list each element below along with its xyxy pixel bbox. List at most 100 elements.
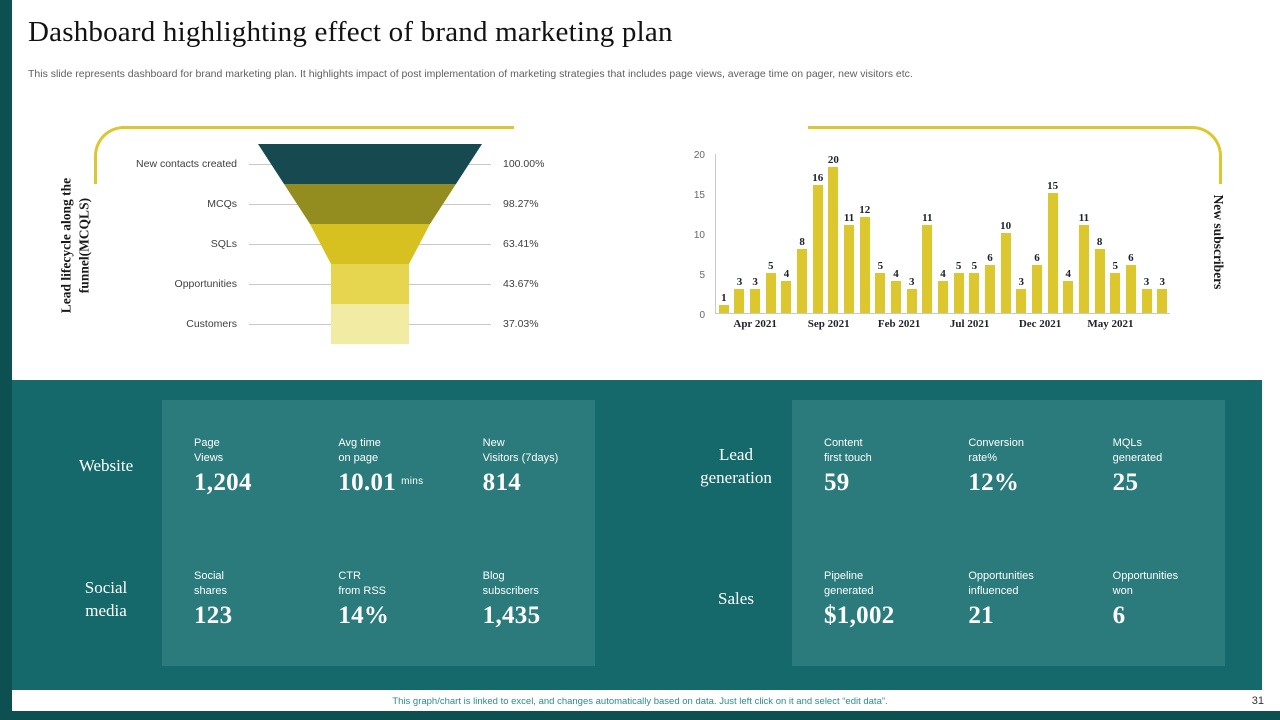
funnel-stage: Customers 37.03% bbox=[125, 304, 561, 344]
bar-value-label: 10 bbox=[1000, 220, 1012, 232]
funnel-stage: MCQs 98.27% bbox=[125, 184, 561, 224]
bar-value-label: 1 bbox=[721, 292, 727, 304]
kpi-card: Social shares 123 bbox=[162, 569, 306, 631]
funnel-stage: New contacts created 100.00% bbox=[125, 144, 561, 184]
bar-value-label: 3 bbox=[1143, 276, 1150, 288]
bottom-accent-bar bbox=[0, 711, 1280, 720]
kpi-card: Blog subscribers 1,435 bbox=[451, 569, 595, 631]
bar-value-label: 3 bbox=[736, 276, 743, 288]
bar-group: 11 bbox=[841, 154, 857, 313]
x-axis: Apr 2021 Sep 2021 Feb 2021 Jul 2021 Dec 2021… bbox=[716, 154, 1170, 330]
y-tick-label: 15 bbox=[693, 190, 705, 201]
bar bbox=[984, 265, 995, 313]
bar bbox=[750, 289, 761, 313]
kpi-box: Page Views 1,204 Avg time on page 10.01 mins… bbox=[162, 400, 595, 666]
funnel-stage: Opportunities 43.67% bbox=[125, 264, 561, 304]
bar bbox=[891, 281, 902, 313]
bar bbox=[765, 273, 776, 313]
funnel-chart[interactable]: Lead lifecycle along the funnel(MCQLS) N… bbox=[58, 128, 630, 368]
bar-group: 4 bbox=[935, 154, 951, 313]
bar-value-label: 12 bbox=[859, 204, 871, 216]
bar-group: 3 bbox=[904, 154, 920, 313]
funnel-segment-shape bbox=[310, 224, 430, 264]
charts-panel: Lead lifecycle along the funnel(MCQLS) N… bbox=[30, 98, 1252, 376]
bar-chart[interactable]: 0 5 10 15 20 1 3 3 5 4 8 16 20 11 12 5 4 3 11 4 5 5 6 10 3 6 15 4 1… bbox=[675, 124, 1235, 364]
kpi-box: Content first touch 59 Conversion rate% 12%… bbox=[792, 400, 1225, 666]
bar-group: 5 bbox=[873, 154, 889, 313]
bar bbox=[828, 167, 839, 313]
kpi-label: Page Views bbox=[194, 436, 224, 464]
kpi-label: Conversion rate% bbox=[968, 436, 1024, 464]
bar bbox=[1110, 273, 1121, 313]
bar bbox=[922, 225, 933, 313]
bar-axis-title: New subscribers bbox=[1211, 194, 1226, 290]
bar-value-label: 3 bbox=[908, 276, 915, 288]
bar-value-label: 3 bbox=[1018, 276, 1025, 288]
bar-group: 3 bbox=[1013, 154, 1029, 313]
kpi-card: Avg time on page 10.01 mins bbox=[306, 436, 450, 498]
bar-group: 5 bbox=[763, 154, 779, 313]
bar-value-label: 11 bbox=[1078, 212, 1090, 224]
funnel-stage-value: 100.00% bbox=[495, 158, 561, 170]
bar-group: 4 bbox=[888, 154, 904, 313]
bar-group: 10 bbox=[998, 154, 1014, 313]
funnel-segment bbox=[245, 184, 495, 224]
y-axis: 0 5 10 15 20 bbox=[681, 150, 711, 321]
metric-row-label: Social media bbox=[84, 578, 128, 620]
bars: 1 3 3 5 4 8 16 20 11 12 5 4 3 11 4 5 5 6 10 3 6 15 4 11 8 5 6 3 3 bbox=[716, 154, 1170, 313]
y-tick-label: 10 bbox=[693, 230, 705, 241]
funnel-segment bbox=[245, 224, 495, 264]
bar bbox=[1047, 193, 1058, 313]
bar-value-label: 20 bbox=[827, 154, 839, 166]
kpi-card: Pipeline generated $1,002 bbox=[792, 569, 936, 631]
top-right-accent-line bbox=[808, 126, 1222, 184]
bar-group: 5 bbox=[1107, 154, 1123, 313]
kpi-value: 6 bbox=[1112, 602, 1126, 630]
bar-value-label: 8 bbox=[799, 236, 805, 248]
bar-group: 8 bbox=[794, 154, 810, 313]
bar-value-label: 5 bbox=[1112, 260, 1118, 272]
metric-row-label: Website bbox=[78, 456, 134, 476]
bar-group: 1 bbox=[716, 154, 732, 313]
funnel-axis-title: Lead lifecycle along the funnel(MCQLS) bbox=[58, 177, 91, 314]
funnel-segment bbox=[245, 144, 495, 184]
kpi-card: Page Views 1,204 bbox=[162, 436, 306, 498]
x-tick-label: Sep 2021 bbox=[807, 318, 850, 330]
kpi-card: MQLs generated 25 bbox=[1081, 436, 1225, 498]
bar bbox=[1031, 265, 1042, 313]
x-tick-label: Apr 2021 bbox=[733, 318, 777, 330]
kpi-value: 10.01 mins bbox=[338, 469, 424, 497]
bar bbox=[875, 273, 886, 313]
left-accent-bar bbox=[0, 0, 12, 720]
kpi-card: New Visitors (7days) 814 bbox=[451, 436, 595, 498]
bar-value-label: 6 bbox=[1128, 252, 1134, 264]
kpi-card: Opportunities influenced 21 bbox=[936, 569, 1080, 631]
x-tick-label: May 2021 bbox=[1087, 318, 1134, 330]
bar-value-label: 5 bbox=[877, 260, 884, 272]
funnel-segment-shape bbox=[284, 184, 456, 224]
kpi-value: 59 bbox=[824, 469, 850, 497]
bar-group: 8 bbox=[1092, 154, 1108, 313]
bar-group: 15 bbox=[1045, 154, 1061, 313]
funnel-stage: SQLs 63.41% bbox=[125, 224, 561, 264]
bar-group: 16 bbox=[810, 154, 826, 313]
bar-value-label: 4 bbox=[893, 268, 899, 280]
funnel-stage-value: 43.67% bbox=[495, 278, 561, 290]
funnel-stages: New contacts created 100.00% MCQs 98.27% SQL… bbox=[125, 144, 561, 344]
bar-group: 5 bbox=[967, 154, 983, 313]
bar bbox=[718, 305, 729, 313]
kpi-label: Blog subscribers bbox=[482, 569, 539, 597]
x-tick-label: Dec 2021 bbox=[1018, 318, 1062, 330]
bar-value-label: 4 bbox=[783, 268, 790, 280]
bar-value-label: 4 bbox=[940, 268, 946, 280]
funnel-stage-value: 37.03% bbox=[495, 318, 561, 330]
bar-group: 4 bbox=[1060, 154, 1076, 313]
bar-value-label: 11 bbox=[922, 212, 933, 224]
bar bbox=[1141, 289, 1152, 313]
funnel-segment-shape bbox=[331, 304, 409, 344]
bar bbox=[1016, 289, 1027, 313]
bar bbox=[1125, 265, 1136, 313]
x-tick-label: Feb 2021 bbox=[877, 318, 921, 330]
bar-group: 3 bbox=[1139, 154, 1155, 313]
